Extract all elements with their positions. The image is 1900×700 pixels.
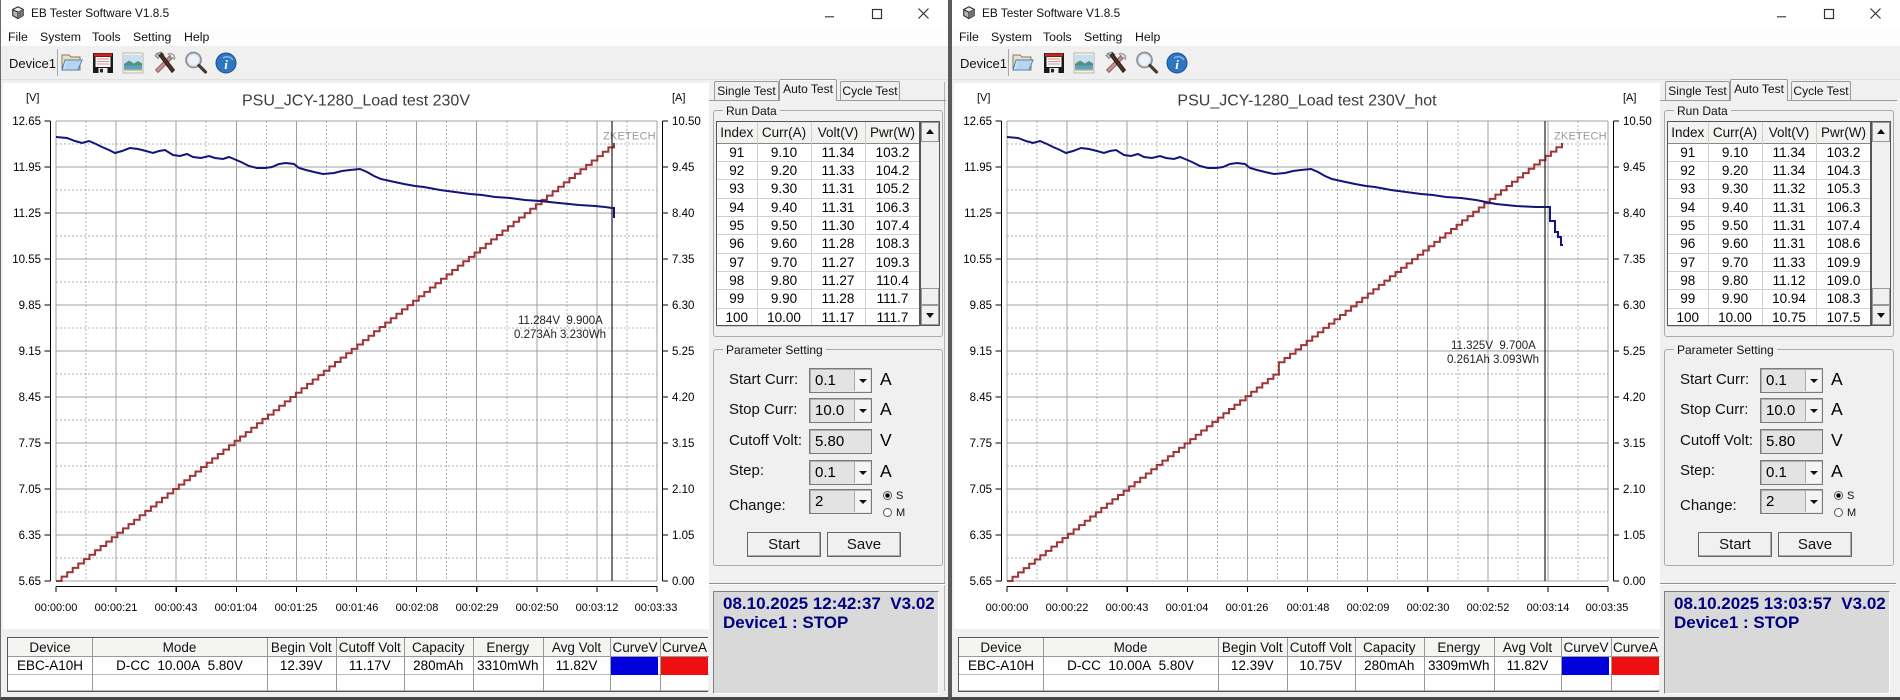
svg-text:7.35: 7.35 xyxy=(1623,254,1645,266)
svg-text:4.20: 4.20 xyxy=(672,392,694,404)
svg-text:00:02:08: 00:02:08 xyxy=(396,602,439,614)
svg-text:10.55: 10.55 xyxy=(963,254,992,266)
svg-text:3.15: 3.15 xyxy=(1623,438,1645,450)
svg-text:11.95: 11.95 xyxy=(13,162,41,174)
svg-text:5.65: 5.65 xyxy=(970,576,992,588)
svg-text:00:00:00: 00:00:00 xyxy=(986,602,1029,614)
svg-text:00:02:30: 00:02:30 xyxy=(1407,602,1450,614)
svg-text:PSU_JCY-1280_Load test 230V_ho: PSU_JCY-1280_Load test 230V_hot xyxy=(1177,93,1437,110)
svg-text:00:01:46: 00:01:46 xyxy=(336,602,379,614)
svg-text:PSU_JCY-1280_Load test 230V: PSU_JCY-1280_Load test 230V xyxy=(242,93,470,110)
svg-text:5.65: 5.65 xyxy=(19,576,41,588)
svg-text:1.05: 1.05 xyxy=(672,530,694,542)
svg-text:i: i xyxy=(1175,57,1179,72)
svg-text:00:01:26: 00:01:26 xyxy=(1226,602,1269,614)
svg-text:00:02:29: 00:02:29 xyxy=(456,602,499,614)
svg-text:00:02:09: 00:02:09 xyxy=(1347,602,1390,614)
svg-text:11.25: 11.25 xyxy=(13,208,41,220)
svg-text:9.45: 9.45 xyxy=(672,162,694,174)
svg-text:9.85: 9.85 xyxy=(970,300,992,312)
svg-text:7.05: 7.05 xyxy=(970,484,992,496)
svg-text:00:03:14: 00:03:14 xyxy=(1527,602,1570,614)
svg-text:1.05: 1.05 xyxy=(1623,530,1645,542)
svg-text:6.30: 6.30 xyxy=(1623,300,1645,312)
svg-text:4.20: 4.20 xyxy=(1623,392,1645,404)
svg-text:8.45: 8.45 xyxy=(19,392,41,404)
svg-text:7.35: 7.35 xyxy=(672,254,694,266)
svg-text:00:03:35: 00:03:35 xyxy=(1586,602,1629,614)
svg-text:0.273Ah 3.230Wh: 0.273Ah 3.230Wh xyxy=(514,329,606,341)
svg-text:9.85: 9.85 xyxy=(19,300,41,312)
svg-text:00:02:52: 00:02:52 xyxy=(1467,602,1510,614)
svg-text:10.50: 10.50 xyxy=(672,116,701,128)
svg-text:00:02:50: 00:02:50 xyxy=(516,602,559,614)
svg-text:6.35: 6.35 xyxy=(19,530,41,542)
svg-text:9.15: 9.15 xyxy=(970,346,992,358)
svg-text:00:01:04: 00:01:04 xyxy=(215,602,258,614)
svg-text:3.15: 3.15 xyxy=(672,438,694,450)
svg-text:5.25: 5.25 xyxy=(672,346,694,358)
svg-text:00:00:00: 00:00:00 xyxy=(35,602,78,614)
svg-text:[V]: [V] xyxy=(26,92,39,104)
svg-text:00:01:25: 00:01:25 xyxy=(275,602,318,614)
svg-text:0.261Ah 3.093Wh: 0.261Ah 3.093Wh xyxy=(1447,354,1539,366)
svg-text:10.55: 10.55 xyxy=(12,254,41,266)
svg-text:9.45: 9.45 xyxy=(1623,162,1645,174)
svg-text:2.10: 2.10 xyxy=(1623,484,1645,496)
svg-text:ZKETECH: ZKETECH xyxy=(1554,131,1607,143)
svg-text:00:00:43: 00:00:43 xyxy=(155,602,198,614)
svg-text:ZKETECH: ZKETECH xyxy=(603,131,656,143)
svg-text:8.40: 8.40 xyxy=(1623,208,1645,220)
svg-text:8.45: 8.45 xyxy=(970,392,992,404)
svg-text:10.50: 10.50 xyxy=(1623,116,1652,128)
svg-text:2.10: 2.10 xyxy=(672,484,694,496)
svg-text:i: i xyxy=(224,57,228,72)
svg-text:5.25: 5.25 xyxy=(1623,346,1645,358)
svg-text:00:01:48: 00:01:48 xyxy=(1287,602,1330,614)
svg-text:[A]: [A] xyxy=(1623,92,1636,104)
svg-text:00:03:12: 00:03:12 xyxy=(576,602,619,614)
svg-text:6.35: 6.35 xyxy=(970,530,992,542)
svg-text:00:00:21: 00:00:21 xyxy=(95,602,138,614)
svg-text:00:00:22: 00:00:22 xyxy=(1046,602,1089,614)
svg-text:11.325V 9.700A: 11.325V 9.700A xyxy=(1451,340,1536,352)
svg-text:[V]: [V] xyxy=(977,92,990,104)
svg-text:00:00:43: 00:00:43 xyxy=(1106,602,1149,614)
svg-text:12.65: 12.65 xyxy=(963,116,992,128)
svg-text:9.15: 9.15 xyxy=(19,346,41,358)
svg-text:7.75: 7.75 xyxy=(970,438,992,450)
svg-text:7.75: 7.75 xyxy=(19,438,41,450)
svg-text:0.00: 0.00 xyxy=(1623,576,1645,588)
svg-text:11.95: 11.95 xyxy=(964,162,992,174)
svg-text:12.65: 12.65 xyxy=(12,116,41,128)
svg-text:6.30: 6.30 xyxy=(672,300,694,312)
svg-text:[A]: [A] xyxy=(672,92,685,104)
svg-text:11.284V 9.900A: 11.284V 9.900A xyxy=(518,315,603,327)
svg-text:00:01:04: 00:01:04 xyxy=(1166,602,1209,614)
svg-text:0.00: 0.00 xyxy=(672,576,694,588)
svg-text:8.40: 8.40 xyxy=(672,208,694,220)
svg-text:11.25: 11.25 xyxy=(964,208,992,220)
svg-text:7.05: 7.05 xyxy=(19,484,41,496)
svg-text:00:03:33: 00:03:33 xyxy=(635,602,678,614)
